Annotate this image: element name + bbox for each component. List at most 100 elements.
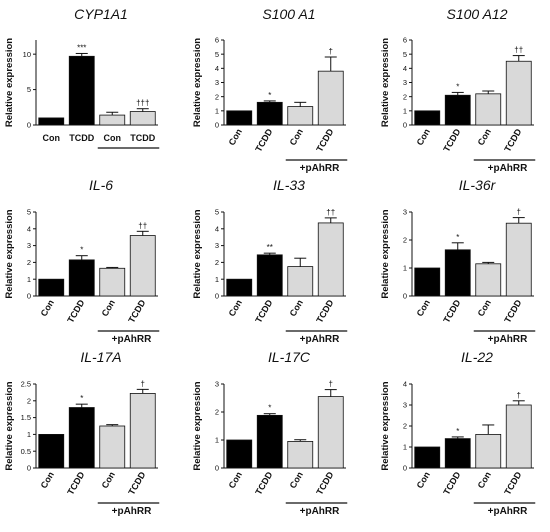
panel-title: S100 A1	[262, 6, 315, 22]
category-label: Con	[415, 298, 432, 318]
panel-title: S100 A12	[447, 6, 508, 22]
category-label: TCDD	[441, 470, 462, 497]
significance-mark: †	[517, 208, 521, 217]
y-tick-label: 0	[403, 464, 407, 473]
category-label: Con	[288, 470, 305, 490]
category-label: TCDD	[441, 127, 462, 154]
bar	[226, 439, 253, 469]
panel-title: IL-36r	[459, 177, 497, 193]
y-tick-label: 5	[403, 50, 407, 59]
panel-il-17a: IL-17A Relative expression 0 0.5 1 1.5 2 2.5 Con…	[4, 349, 160, 517]
bar	[475, 263, 502, 297]
panel-title: IL-33	[273, 177, 305, 193]
y-tick-label: 0	[403, 292, 407, 301]
significance-mark: *	[268, 91, 271, 100]
bar	[99, 425, 126, 469]
category-label: Con	[39, 470, 56, 490]
significance-mark: ††	[514, 46, 523, 55]
category-label: Con	[415, 127, 432, 147]
bar	[444, 94, 471, 126]
panel-title: CYP1A1	[74, 6, 128, 22]
significance-mark: *	[456, 82, 459, 91]
panel-cyp1a1: CYP1A1 Relative expression 0 5 10 Con *** TCDD C…	[4, 6, 160, 149]
panel-il-22: IL-22 Relative expression 0 1 2 3 4 Con * TCDD Con…	[380, 349, 536, 517]
y-tick-label: 3	[215, 241, 219, 250]
y-tick-label: 4	[215, 224, 219, 233]
panel-il-36r: IL-36r Relative expression 0 1 2 3 Con * TCDD Con…	[380, 177, 536, 345]
bar	[414, 267, 441, 297]
category-label: TCDD	[502, 298, 523, 325]
category-label: Con	[476, 127, 493, 147]
y-tick-label: 1	[403, 443, 407, 452]
y-tick-label: 1	[27, 275, 31, 284]
category-label: Con	[476, 470, 493, 490]
bar	[317, 222, 344, 297]
category-label: Con	[227, 298, 244, 318]
bar	[38, 433, 65, 469]
y-axis-label: Relative expression	[380, 381, 391, 470]
y-tick-label: 0.5	[21, 447, 31, 456]
y-tick-label: 4	[215, 64, 219, 73]
group-label: +pAhRR	[300, 334, 341, 345]
y-tick-label: 1	[403, 264, 407, 273]
panel-il-6: IL-6 Relative expression 0 1 2 3 4 5 Con * TCDD Con…	[4, 177, 160, 345]
significance-mark: ††	[138, 221, 147, 230]
bar	[317, 396, 344, 469]
category-label: TCDD	[314, 470, 335, 497]
panel-title: IL-17C	[268, 349, 311, 365]
bar	[38, 117, 65, 126]
y-tick-label: 5	[215, 50, 219, 59]
category-label: Con	[104, 133, 122, 143]
category-label: Con	[227, 470, 244, 490]
category-label: TCDD	[126, 298, 147, 325]
bar	[414, 446, 441, 469]
significance-mark: *	[80, 246, 83, 255]
category-label: TCDD	[253, 470, 274, 497]
y-tick-label: 4	[27, 224, 31, 233]
y-tick-label: 1	[27, 430, 31, 439]
y-tick-label: 1.5	[21, 413, 31, 422]
category-label: Con	[288, 127, 305, 147]
significance-mark: †	[517, 391, 521, 400]
panel-s100a1: S100 A1 Relative expression 0 1 2 3 4 5 6 Con * TCD…	[192, 6, 348, 174]
category-label: Con	[39, 298, 56, 318]
significance-mark: *	[456, 427, 459, 436]
category-label: TCDD	[314, 298, 335, 325]
significance-mark: †	[329, 380, 333, 389]
y-tick-label: 2	[403, 422, 407, 431]
y-tick-label: 2	[215, 258, 219, 267]
group-label: +pAhRR	[488, 163, 529, 174]
y-tick-label: 6	[215, 36, 219, 45]
category-label: TCDD	[502, 127, 523, 154]
bar	[68, 259, 95, 297]
significance-mark: **	[267, 243, 273, 252]
bar	[99, 114, 126, 126]
y-tick-label: 2	[403, 236, 407, 245]
y-tick-label: 0	[215, 464, 219, 473]
significance-mark: *	[268, 404, 271, 413]
bar	[226, 110, 253, 126]
y-axis-label: Relative expression	[380, 38, 391, 127]
significance-mark: *	[80, 394, 83, 403]
significance-mark: *	[456, 233, 459, 242]
y-tick-label: 3	[215, 78, 219, 87]
y-tick-label: 2	[215, 92, 219, 101]
bar	[505, 222, 532, 297]
bar	[68, 55, 95, 126]
y-tick-label: 5	[27, 208, 31, 217]
y-axis-label: Relative expression	[192, 38, 203, 127]
y-tick-label: 0	[215, 292, 219, 301]
y-axis-label: Relative expression	[4, 209, 15, 298]
y-tick-label: 2.5	[21, 380, 31, 389]
bar	[256, 101, 283, 126]
category-label: Con	[227, 127, 244, 147]
category-label: TCDD	[65, 470, 86, 497]
category-label: Con	[415, 470, 432, 490]
y-tick-label: 0	[403, 121, 407, 130]
bar	[226, 278, 253, 297]
bar	[129, 235, 156, 297]
y-tick-label: 2	[27, 396, 31, 405]
panel-title: IL-17A	[80, 349, 121, 365]
y-tick-label: 1	[215, 436, 219, 445]
